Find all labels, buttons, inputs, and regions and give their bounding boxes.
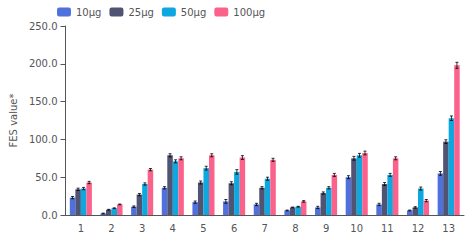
svg-text:10μg: 10μg xyxy=(76,7,101,18)
svg-text:100μg: 100μg xyxy=(233,7,265,18)
svg-text:0.0: 0.0 xyxy=(42,210,58,221)
svg-text:200.0: 200.0 xyxy=(29,58,58,69)
svg-text:250.0: 250.0 xyxy=(29,21,58,32)
svg-text:5: 5 xyxy=(200,223,206,234)
svg-text:9: 9 xyxy=(323,223,329,234)
svg-text:2: 2 xyxy=(108,223,114,234)
svg-text:11: 11 xyxy=(381,223,394,234)
svg-text:8: 8 xyxy=(292,223,298,234)
svg-text:FES value*: FES value* xyxy=(8,94,19,148)
svg-text:1: 1 xyxy=(78,223,84,234)
svg-text:50.0: 50.0 xyxy=(35,172,57,183)
svg-text:150.0: 150.0 xyxy=(29,96,58,107)
svg-text:7: 7 xyxy=(262,223,268,234)
svg-text:4: 4 xyxy=(170,223,176,234)
svg-text:25μg: 25μg xyxy=(128,7,153,18)
svg-text:6: 6 xyxy=(231,223,237,234)
svg-text:13: 13 xyxy=(442,223,455,234)
svg-text:50μg: 50μg xyxy=(181,7,206,18)
svg-text:12: 12 xyxy=(412,223,425,234)
svg-text:10: 10 xyxy=(350,223,363,234)
svg-text:3: 3 xyxy=(139,223,145,234)
svg-text:100.0: 100.0 xyxy=(29,134,58,145)
